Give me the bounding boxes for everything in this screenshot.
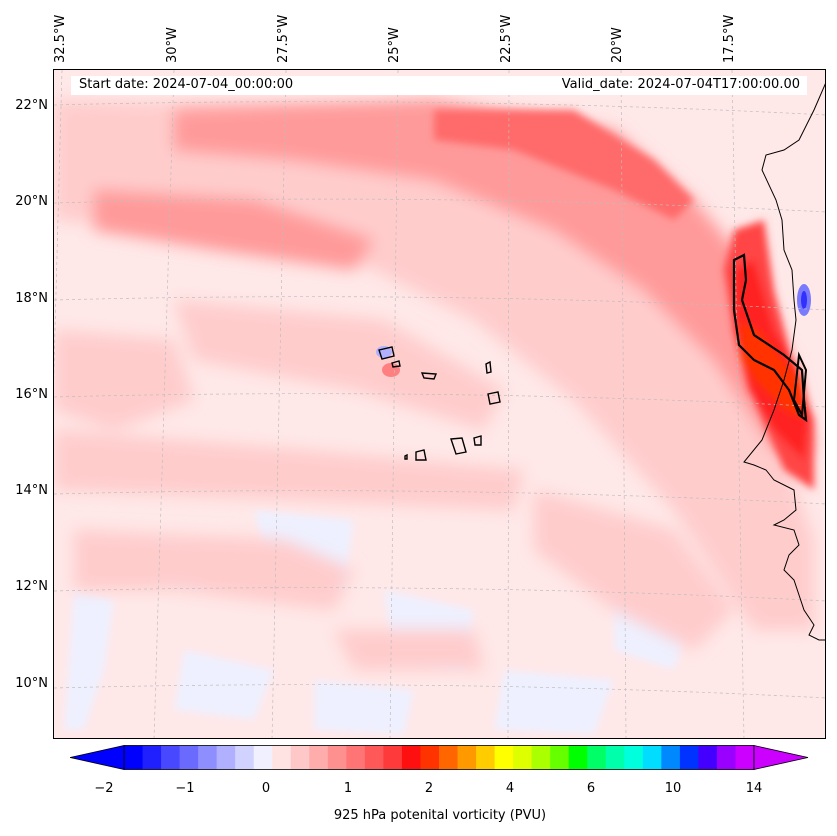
colorbar-cell (401, 745, 421, 770)
lat-label-14n: 14°N (15, 483, 48, 498)
lon-label-30w: 30°W (165, 27, 180, 63)
colorbar-cell (494, 745, 514, 770)
colorbar-cell (568, 745, 588, 770)
colorbar-cell (216, 745, 236, 770)
cbar-tick: 10 (664, 781, 682, 796)
cbar-tick: 6 (586, 781, 596, 796)
colorbar (70, 745, 809, 770)
lon-label-32-5w: 32.5°W (53, 14, 68, 63)
colorbar-cell (531, 745, 551, 770)
colorbar-cell (716, 745, 736, 770)
cbar-tick: 0 (261, 781, 271, 796)
colorbar-cell (124, 745, 144, 770)
lon-label-22-5w: 22.5°W (499, 14, 514, 63)
colorbar-cell (309, 745, 329, 770)
lat-label-18n: 18°N (15, 291, 48, 306)
lat-label-22n: 22°N (15, 98, 48, 113)
pv-field (54, 70, 825, 738)
colorbar-cell (272, 745, 292, 770)
info-bar: Start date: 2024-07-04_00:00:00 Valid_da… (71, 76, 807, 95)
colorbar-cell (235, 745, 255, 770)
colorbar-cell (290, 745, 310, 770)
colorbar-cell (605, 745, 625, 770)
cbar-tick: 14 (745, 781, 763, 796)
cbar-tick: 1 (343, 781, 353, 796)
colorbar-cell (364, 745, 384, 770)
pv-contour (732, 253, 808, 423)
lon-label-27-5w: 27.5°W (276, 14, 291, 63)
colorbar-cell (679, 745, 699, 770)
colorbar-cell (735, 745, 755, 770)
valid-date: Valid_date: 2024-07-04T17:00:00.00 (561, 77, 800, 92)
cbar-tick: 4 (505, 781, 515, 796)
lat-label-10n: 10°N (15, 676, 48, 691)
cbar-tick: −1 (175, 781, 195, 796)
lat-label-20n: 20°N (15, 194, 48, 209)
colorbar-cell (253, 745, 273, 770)
lat-label-12n: 12°N (15, 579, 48, 594)
start-date: Start date: 2024-07-04_00:00:00 (79, 77, 294, 92)
cbar-tick: 2 (424, 781, 434, 796)
colorbar-cell (142, 745, 162, 770)
colorbar-cell (439, 745, 459, 770)
lon-label-17-5w: 17.5°W (722, 14, 737, 63)
colorbar-cell (420, 745, 440, 770)
colorbar-cell (457, 745, 477, 770)
colorbar-cell (161, 745, 181, 770)
lat-label-16n: 16°N (15, 387, 48, 402)
colorbar-cell (624, 745, 644, 770)
colorbar-cell (587, 745, 607, 770)
colorbar-cell (661, 745, 681, 770)
colorbar-cell (642, 745, 662, 770)
lon-label-20w: 20°W (610, 27, 625, 63)
colorbar-cell (198, 745, 218, 770)
lon-label-25w: 25°W (387, 27, 402, 63)
africa-coastline (743, 83, 825, 641)
colorbar-cell (550, 745, 570, 770)
colorbar-cell (383, 745, 403, 770)
colorbar-cell (513, 745, 533, 770)
map-panel (53, 69, 826, 739)
colorbar-cell (346, 745, 366, 770)
colorbar-cell (179, 745, 199, 770)
colorbar-cell (327, 745, 347, 770)
cbar-tick: −2 (94, 781, 114, 796)
colorbar-cell (476, 745, 496, 770)
colorbar-cell (698, 745, 718, 770)
colorbar-label: 925 hPa potenital vorticity (PVU) (333, 808, 547, 823)
